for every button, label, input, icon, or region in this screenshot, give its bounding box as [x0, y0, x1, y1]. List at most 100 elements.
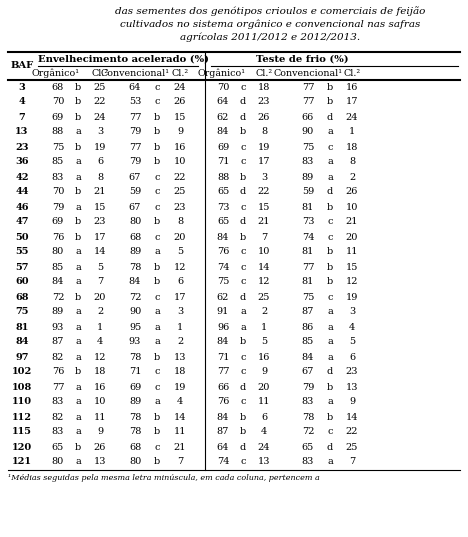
Text: 17: 17	[94, 233, 106, 242]
Text: c: c	[154, 382, 160, 391]
Text: 78: 78	[302, 412, 314, 422]
Text: b: b	[240, 172, 246, 182]
Text: 3: 3	[261, 172, 267, 182]
Text: b: b	[154, 217, 160, 227]
Text: 5: 5	[177, 248, 183, 257]
Text: 7: 7	[19, 112, 25, 121]
Text: c: c	[154, 98, 160, 106]
Text: ¹Médias seguidas pela mesma letra minúscula, em cada coluna, pertencem a: ¹Médias seguidas pela mesma letra minúsc…	[8, 475, 320, 483]
Text: 91: 91	[217, 308, 229, 316]
Text: 20: 20	[258, 382, 270, 391]
Text: 25: 25	[346, 442, 358, 452]
Text: 19: 19	[94, 142, 106, 151]
Text: b: b	[154, 458, 160, 467]
Text: b: b	[75, 142, 81, 151]
Text: 50: 50	[15, 233, 29, 242]
Text: 16: 16	[94, 382, 106, 391]
Text: b: b	[154, 112, 160, 121]
Text: Orgânico¹: Orgânico¹	[32, 68, 80, 78]
Text: 3: 3	[349, 308, 355, 316]
Text: c: c	[240, 263, 246, 272]
Text: 62: 62	[217, 293, 229, 301]
Text: a: a	[75, 263, 81, 272]
Text: 87: 87	[302, 308, 314, 316]
Text: a: a	[327, 308, 333, 316]
Text: 95: 95	[129, 323, 141, 331]
Text: c: c	[154, 442, 160, 452]
Text: a: a	[327, 397, 333, 407]
Text: 47: 47	[15, 217, 29, 227]
Text: 84: 84	[302, 352, 314, 361]
Text: 13: 13	[174, 352, 186, 361]
Text: 115: 115	[12, 427, 32, 437]
Text: 83: 83	[52, 397, 64, 407]
Text: 26: 26	[94, 442, 106, 452]
Text: a: a	[75, 427, 81, 437]
Text: a: a	[75, 412, 81, 422]
Text: 15: 15	[174, 112, 186, 121]
Text: 67: 67	[129, 172, 141, 182]
Text: 42: 42	[15, 172, 29, 182]
Text: 10: 10	[94, 397, 106, 407]
Text: 8: 8	[349, 157, 355, 166]
Text: b: b	[154, 157, 160, 166]
Text: 4: 4	[97, 337, 103, 346]
Text: c: c	[154, 202, 160, 212]
Text: a: a	[75, 382, 81, 391]
Text: 13: 13	[15, 127, 29, 136]
Text: 10: 10	[258, 248, 270, 257]
Text: 12: 12	[94, 352, 106, 361]
Text: 23: 23	[258, 98, 270, 106]
Text: 4: 4	[349, 323, 355, 331]
Text: 89: 89	[129, 397, 141, 407]
Text: a: a	[327, 458, 333, 467]
Text: 64: 64	[217, 98, 229, 106]
Text: 74: 74	[217, 263, 229, 272]
Text: c: c	[240, 458, 246, 467]
Text: a: a	[75, 352, 81, 361]
Text: 81: 81	[15, 323, 29, 331]
Text: 53: 53	[129, 98, 141, 106]
Text: Cl.²: Cl.²	[256, 69, 272, 77]
Text: 82: 82	[52, 412, 64, 422]
Text: 18: 18	[258, 83, 270, 91]
Text: 18: 18	[174, 367, 186, 376]
Text: d: d	[240, 382, 246, 391]
Text: 67: 67	[129, 202, 141, 212]
Text: agrícolas 2011/2012 e 2012/2013.: agrícolas 2011/2012 e 2012/2013.	[180, 33, 360, 42]
Text: b: b	[240, 412, 246, 422]
Text: 22: 22	[94, 98, 106, 106]
Text: 8: 8	[97, 172, 103, 182]
Text: d: d	[240, 187, 246, 197]
Text: a: a	[75, 323, 81, 331]
Text: a: a	[327, 352, 333, 361]
Text: 7: 7	[177, 458, 183, 467]
Text: 17: 17	[174, 293, 186, 301]
Text: 84: 84	[129, 278, 141, 287]
Text: 90: 90	[129, 308, 141, 316]
Text: 68: 68	[129, 442, 141, 452]
Text: 18: 18	[94, 367, 106, 376]
Text: 12: 12	[258, 278, 270, 287]
Text: 76: 76	[52, 233, 64, 242]
Text: Cl.²: Cl.²	[91, 69, 109, 77]
Text: 9: 9	[261, 367, 267, 376]
Text: 74: 74	[302, 233, 314, 242]
Text: c: c	[327, 142, 333, 151]
Text: 1: 1	[261, 323, 267, 331]
Text: 89: 89	[302, 172, 314, 182]
Text: 70: 70	[52, 98, 64, 106]
Text: 13: 13	[346, 382, 358, 391]
Text: a: a	[75, 157, 81, 166]
Text: 68: 68	[52, 83, 64, 91]
Text: 79: 79	[129, 127, 141, 136]
Text: 11: 11	[346, 248, 358, 257]
Text: 3: 3	[97, 127, 103, 136]
Text: 75: 75	[302, 293, 314, 301]
Text: b: b	[154, 278, 160, 287]
Text: a: a	[75, 337, 81, 346]
Text: 8: 8	[177, 217, 183, 227]
Text: 77: 77	[129, 142, 141, 151]
Text: c: c	[154, 293, 160, 301]
Text: 75: 75	[15, 308, 29, 316]
